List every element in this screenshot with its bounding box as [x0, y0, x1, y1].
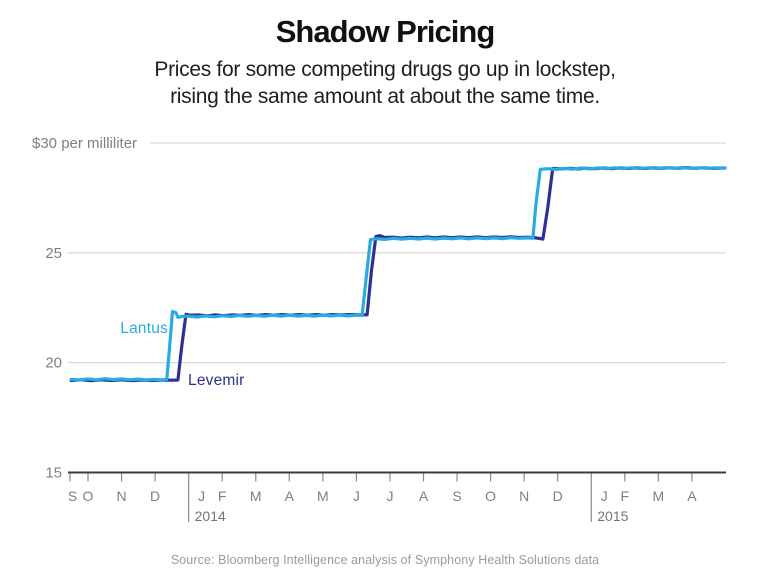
lantus-series-label: Lantus [120, 320, 168, 337]
y-tick-label-15: 15 [45, 465, 62, 482]
chart-subtitle-line1: Prices for some competing drugs go up in… [154, 58, 616, 81]
month-label: J [198, 488, 205, 504]
month-label: O [485, 488, 496, 504]
levemir-series-label: Levemir [188, 372, 245, 389]
y-tick-label-20: 20 [45, 355, 62, 372]
month-label: N [519, 488, 529, 504]
lantus-line [69, 166, 727, 382]
source-credit: Source: Bloomberg Intelligence analysis … [170, 553, 600, 567]
month-label: D [150, 488, 160, 504]
y-axis-unit-label: $30 per milliliter [32, 135, 137, 152]
year-label-2014: 2014 [195, 508, 226, 524]
page-title: Shadow Pricing [275, 14, 496, 49]
month-label: M [653, 488, 665, 504]
chart-header: Shadow Pricing Prices for some competing… [0, 0, 770, 110]
month-label: S [68, 488, 77, 504]
month-label: J [353, 488, 360, 504]
month-label: A [687, 488, 697, 504]
month-label: N [116, 488, 126, 504]
month-label: J [386, 488, 393, 504]
month-label: O [83, 488, 94, 504]
month-label: D [553, 488, 563, 504]
chart-subtitle-line2: rising the same amount at about the same… [170, 85, 600, 108]
month-label: M [317, 488, 329, 504]
y-tick-label-25: 25 [45, 245, 62, 262]
chart-subtitle: Prices for some competing drugs go up in… [0, 56, 770, 110]
month-label: M [250, 488, 262, 504]
month-label: J [601, 488, 608, 504]
month-label: F [621, 488, 630, 504]
month-label: S [452, 488, 461, 504]
month-label: A [419, 488, 429, 504]
month-label: A [285, 488, 295, 504]
year-label-2015: 2015 [597, 508, 628, 524]
month-label: F [218, 488, 227, 504]
